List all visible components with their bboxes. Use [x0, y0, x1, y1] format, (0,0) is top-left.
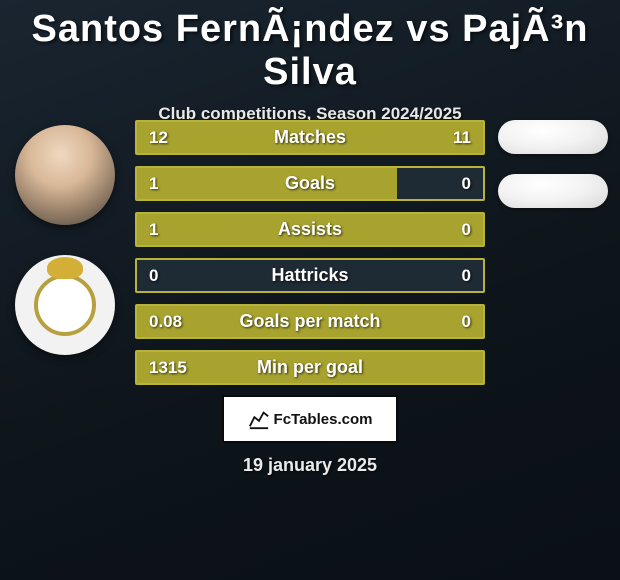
stat-label: Goals: [137, 168, 483, 199]
stat-row: Goals1 0: [135, 166, 485, 201]
brand-badge: FcTables.com: [222, 395, 398, 443]
stat-value-left: 1: [149, 214, 158, 245]
stat-value-right: 0: [462, 306, 471, 337]
stat-value-left: 1315: [149, 352, 187, 383]
stat-label: Min per goal: [137, 352, 483, 383]
club-badge-inner: [34, 274, 96, 336]
chart-icon: [248, 408, 270, 430]
stat-label: Matches: [137, 122, 483, 153]
stat-row: Goals per match0.08 0: [135, 304, 485, 339]
stat-value-right: 11: [453, 122, 471, 153]
stat-value-left: 0.08: [149, 306, 182, 337]
footer-date: 19 january 2025: [0, 455, 620, 476]
stat-row: Matches12 11: [135, 120, 485, 155]
stat-row: Assists1 0: [135, 212, 485, 247]
stat-value-left: 1: [149, 168, 158, 199]
right-avatars: [498, 120, 608, 208]
stat-label: Hattricks: [137, 260, 483, 291]
stat-value-left: 12: [149, 122, 168, 153]
stat-value-right: 0: [462, 260, 471, 291]
left-avatars: [10, 125, 120, 355]
stat-value-right: 0: [462, 214, 471, 245]
stat-label: Assists: [137, 214, 483, 245]
stat-label: Goals per match: [137, 306, 483, 337]
player2-avatar-placeholder: [498, 120, 608, 154]
player1-club-badge: [15, 255, 115, 355]
player2-club-placeholder: [498, 174, 608, 208]
stats-container: Matches1211Goals10Assists10Hattricks00Go…: [135, 120, 485, 385]
page-title: Santos FernÃ¡ndez vs PajÃ³n Silva: [0, 0, 620, 94]
stat-value-right: 0: [462, 168, 471, 199]
player1-avatar: [15, 125, 115, 225]
stat-row: Hattricks0 0: [135, 258, 485, 293]
brand-text: FcTables.com: [274, 411, 373, 428]
stat-value-left: 0: [149, 260, 158, 291]
stat-row: Min per goal1315: [135, 350, 485, 385]
